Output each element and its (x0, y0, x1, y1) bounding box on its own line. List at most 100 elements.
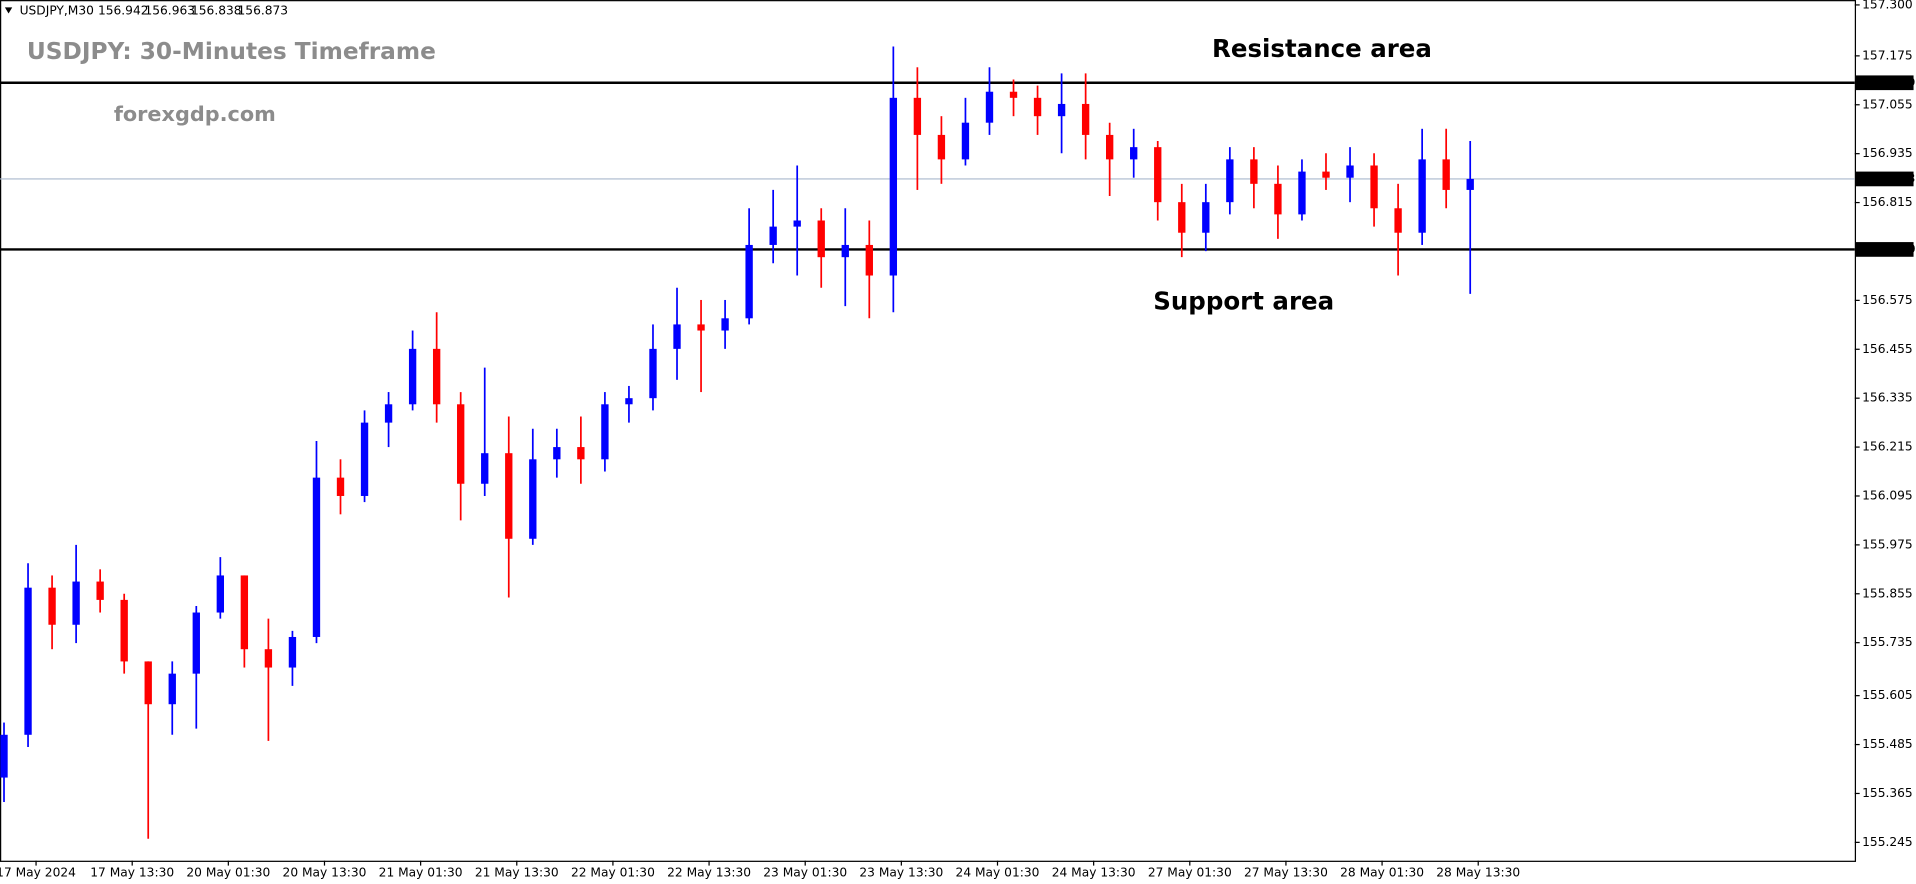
candle-body (1202, 202, 1210, 233)
x-tick-label: 22 May 01:30 (571, 865, 655, 879)
x-tick-label: 17 May 13:30 (90, 865, 174, 879)
candle-body (312, 477, 321, 637)
y-tick-label: 155.245 (1862, 835, 1913, 849)
candle-body (1033, 97, 1042, 117)
watermark: forexgdp.com (114, 102, 276, 126)
candle-body (384, 404, 393, 423)
y-tick-label: 157.055 (1862, 97, 1913, 111)
candle-body (264, 649, 273, 668)
candle-body (1298, 171, 1306, 215)
x-tick-label: 20 May 13:30 (283, 865, 367, 879)
y-tick-label: 156.095 (1862, 488, 1913, 502)
y-tick-label: 155.735 (1862, 635, 1913, 649)
candle-body (745, 244, 753, 319)
candle-body (24, 587, 32, 735)
candle-body (216, 575, 225, 613)
candle-body (985, 91, 994, 123)
candle-body (1466, 178, 1474, 190)
candle-body (1370, 165, 1378, 209)
x-tick-label: 28 May 13:30 (1436, 865, 1520, 879)
y-tick-label: 156.935 (1862, 146, 1913, 160)
candle-body (841, 244, 849, 258)
y-tick-label: 155.855 (1862, 586, 1913, 600)
level-label: 156.700 (1860, 242, 1916, 256)
candle-body (1178, 202, 1186, 233)
ohlc-low: 156.838 (191, 4, 242, 18)
candle-body (192, 612, 200, 674)
level-label: 156.873 (1860, 171, 1916, 185)
x-tick-label: 27 May 13:30 (1244, 865, 1328, 879)
level-label-box (1856, 171, 1914, 187)
level-label-box (1856, 75, 1914, 91)
candle-body (649, 348, 657, 399)
candle-body (360, 422, 369, 496)
candle-body (1226, 159, 1234, 203)
y-tick-label: 155.485 (1862, 737, 1913, 751)
annotation: Resistance area (1212, 34, 1432, 63)
x-tick-label: 22 May 13:30 (667, 865, 751, 879)
candle-body (1081, 103, 1090, 135)
candle-body (1057, 103, 1066, 117)
annotation: Support area (1153, 286, 1334, 315)
candle-body (505, 453, 513, 539)
candle-body (793, 220, 801, 227)
ohlc-close: 156.873 (238, 4, 289, 18)
candle-body (577, 447, 585, 460)
candle-body (120, 599, 128, 662)
y-tick-label: 156.335 (1862, 391, 1913, 405)
candle-body (913, 97, 922, 135)
ohlc-open: 156.942 (98, 4, 149, 18)
candle-body (481, 453, 489, 484)
x-tick-label: 23 May 01:30 (763, 865, 847, 879)
candle-body (336, 477, 345, 496)
candle-body (72, 581, 80, 625)
symbol: USDJPY,M30 (20, 4, 94, 18)
candle-body (457, 404, 465, 484)
x-tick-label: 27 May 01:30 (1148, 865, 1232, 879)
candle-body (553, 447, 561, 460)
candle-body (1009, 91, 1018, 98)
candle-body (673, 324, 681, 349)
candle-body (1346, 165, 1354, 178)
candle-body (529, 459, 537, 539)
x-tick-label: 21 May 01:30 (379, 865, 463, 879)
ohlc-high: 156.963 (144, 4, 195, 18)
y-tick-label: 157.300 (1862, 0, 1913, 11)
candle-body (721, 318, 729, 331)
y-tick-label: 156.815 (1862, 195, 1913, 209)
candle-body (1322, 171, 1330, 178)
candle-body (144, 661, 152, 705)
candle-body (961, 122, 970, 160)
candle-body (0, 734, 8, 778)
candle-body (865, 244, 873, 276)
candle-body (1154, 147, 1162, 203)
candle-body (937, 134, 946, 160)
y-tick-label: 155.365 (1862, 786, 1913, 800)
candle-body (1418, 159, 1426, 233)
candle-body (1442, 159, 1450, 190)
candle-body (769, 226, 777, 245)
candle-body (625, 398, 633, 405)
chart-title: USDJPY: 30-Minutes Timeframe (27, 38, 436, 65)
candle-body (288, 636, 297, 668)
y-tick-label: 155.605 (1862, 688, 1913, 702)
candle-body (96, 581, 104, 600)
candle-body (48, 587, 56, 625)
y-tick-label: 157.175 (1862, 48, 1913, 62)
y-tick-label: 156.215 (1862, 440, 1913, 454)
candle-body (697, 324, 705, 331)
level-label: 157.109 (1860, 75, 1916, 89)
x-tick-label: 17 May 2024 (0, 865, 76, 879)
candle-body (432, 348, 441, 405)
candle-body (1130, 147, 1138, 160)
x-tick-label: 24 May 01:30 (956, 865, 1040, 879)
candle-body (1105, 134, 1114, 160)
level-label-box (1856, 242, 1914, 257)
menu-arrow[interactable] (4, 7, 13, 14)
candle-body (408, 348, 417, 405)
candle-body (1394, 208, 1402, 233)
x-tick-label: 24 May 13:30 (1052, 865, 1136, 879)
y-tick-label: 156.575 (1862, 293, 1913, 307)
y-tick-label: 156.455 (1862, 342, 1913, 356)
